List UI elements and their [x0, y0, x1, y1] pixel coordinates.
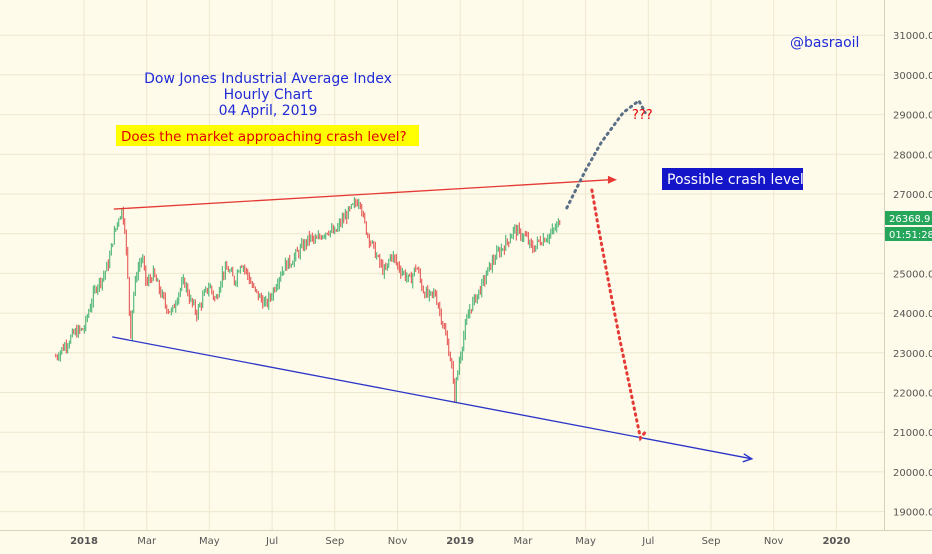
price-tick-label: 19000.0 [893, 508, 932, 519]
price-tick-label: 21000.0 [893, 428, 932, 439]
time-tick-label: Nov [764, 536, 784, 547]
price-tick-label: 20000.0 [893, 468, 932, 479]
price-tick-label: 31000.0 [893, 31, 932, 42]
price-tick-label: 28000.0 [893, 150, 932, 161]
price-tick-label: 29000.0 [893, 111, 932, 122]
title-line-1: Dow Jones Industrial Average Index [144, 71, 392, 87]
time-tick-label: Sep [325, 536, 344, 547]
title-line-3: 04 April, 2019 [219, 103, 318, 119]
price-tick-label: 24000.0 [893, 309, 932, 320]
question-text: Does the market approaching crash level? [121, 129, 407, 145]
countdown-text: 01:51:28 [889, 230, 932, 241]
price-tick-label: 23000.0 [893, 349, 932, 360]
title-line-2: Hourly Chart [224, 87, 313, 103]
callout-text: Possible crash level [667, 172, 804, 188]
price-tick-label: 22000.0 [893, 389, 932, 400]
time-tick-label: Jul [641, 536, 654, 547]
watermark: @basraoil [790, 35, 859, 51]
time-tick-label: Mar [513, 536, 533, 547]
time-tick-label: 2020 [822, 536, 850, 547]
price-tick-label: 30000.0 [893, 71, 932, 82]
time-tick-label: May [575, 536, 596, 547]
time-tick-label: Mar [137, 536, 157, 547]
time-tick-label: Jul [265, 536, 278, 547]
time-tick-label: Sep [702, 536, 721, 547]
price-tick-label: 27000.0 [893, 190, 932, 201]
question-marks: ??? [632, 108, 653, 123]
price-tag-text: 26368.9 [889, 214, 930, 225]
time-tick-label: 2018 [70, 536, 98, 547]
time-tick-label: Nov [388, 536, 408, 547]
time-tick-label: 2019 [446, 536, 474, 547]
price-tick-label: 25000.0 [893, 269, 932, 280]
time-tick-label: May [199, 536, 220, 547]
